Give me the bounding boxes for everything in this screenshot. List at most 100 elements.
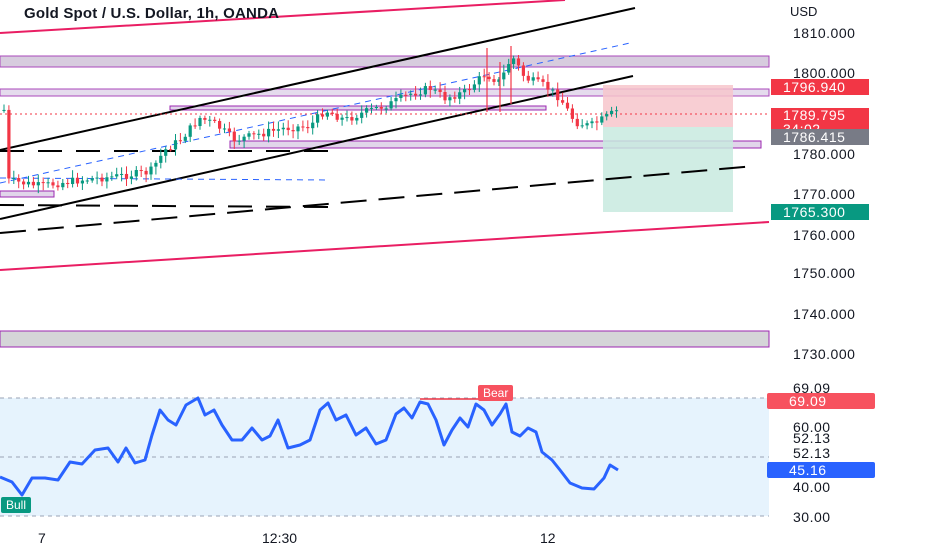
- candle-body: [399, 94, 403, 99]
- candle-body: [335, 113, 339, 120]
- candle-body: [374, 106, 378, 108]
- rsi-upper-tag[interactable]: 69.09: [767, 393, 875, 409]
- price-zones: [0, 55, 770, 348]
- candle-body: [31, 181, 35, 186]
- target-price-tag[interactable]: 1765.300: [771, 204, 869, 220]
- candle-body: [443, 92, 447, 101]
- candle-body: [291, 130, 295, 132]
- candle-body: [164, 149, 168, 156]
- price-label: 1750.000: [793, 265, 856, 281]
- candle-body: [80, 180, 84, 184]
- blue-flat-dashed[interactable]: [0, 177, 331, 181]
- candle-body: [134, 170, 138, 177]
- take-profit-area[interactable]: [603, 127, 733, 212]
- candle-body: [71, 177, 75, 185]
- candle-body: [173, 140, 178, 150]
- candle-body: [610, 110, 614, 115]
- candle-body: [394, 98, 398, 102]
- rsi-scale-label: 52.13: [793, 430, 831, 446]
- blue-mid-dashed[interactable]: [0, 42, 631, 184]
- candle-body: [144, 170, 148, 175]
- black-dashed-lower[interactable]: [0, 204, 331, 208]
- candle-body: [433, 89, 437, 91]
- candle-body: [384, 108, 388, 110]
- chart-title: Gold Spot / U.S. Dollar, 1h, OANDA: [24, 5, 280, 22]
- candle-body: [51, 182, 55, 186]
- candle-body: [149, 166, 153, 175]
- stop-price-tag[interactable]: 1796.940: [771, 79, 869, 95]
- candle-body: [281, 127, 285, 130]
- candle-body: [22, 181, 26, 185]
- support-zone-left[interactable]: [0, 190, 55, 198]
- black-channel-bottom[interactable]: [0, 75, 634, 220]
- candle-body: [551, 89, 555, 91]
- stop-loss-area[interactable]: [603, 85, 733, 127]
- red-channel-bottom[interactable]: [0, 221, 770, 271]
- entry-price-tag[interactable]: 1786.415: [771, 129, 869, 145]
- candle-body: [360, 112, 364, 118]
- candle-body: [85, 180, 89, 182]
- rsi-line[interactable]: [0, 396, 619, 497]
- candle-body: [467, 89, 472, 91]
- demand-zone-bottom[interactable]: [0, 330, 770, 348]
- support-zone-small[interactable]: [169, 105, 547, 111]
- price-label: 1730.000: [793, 346, 856, 362]
- candle-body: [154, 162, 158, 167]
- candle-body: [463, 89, 467, 93]
- candle-body: [41, 182, 45, 184]
- candle-body: [531, 77, 535, 81]
- bear-divergence-label[interactable]: Bear: [478, 385, 514, 401]
- red-channel-top[interactable]: [0, 0, 566, 34]
- black-dashed-trend[interactable]: [0, 165, 756, 234]
- candle-body: [56, 185, 60, 188]
- bull-divergence-label[interactable]: Bull: [1, 497, 32, 513]
- rsi-scale-label: 52.13: [793, 445, 831, 461]
- candle-body: [203, 117, 207, 120]
- candle-body: [252, 133, 256, 135]
- candle-body: [350, 117, 354, 121]
- candle-body: [497, 79, 501, 82]
- candle-body: [12, 178, 16, 180]
- candle-body: [306, 127, 310, 129]
- candle-body: [296, 126, 300, 132]
- candle-body: [428, 86, 432, 90]
- candle-body: [120, 173, 124, 175]
- candle-body: [580, 125, 584, 127]
- resistance-zone-top[interactable]: [0, 55, 770, 68]
- candle-body: [418, 94, 423, 96]
- candle-body: [124, 173, 129, 179]
- candle-body: [614, 110, 619, 112]
- candle-body: [404, 94, 408, 96]
- candle-body: [193, 125, 197, 127]
- candle-body: [316, 114, 320, 123]
- resistance-zone-mid[interactable]: [0, 88, 770, 97]
- candle-body: [502, 72, 506, 80]
- candle-body: [477, 76, 481, 85]
- support-zone-lower[interactable]: [229, 140, 762, 149]
- candle-body: [516, 58, 521, 66]
- candle-body: [600, 116, 604, 123]
- time-label: 12: [540, 530, 556, 546]
- candle-body: [570, 108, 574, 119]
- rsi-current-tag[interactable]: 45.16: [767, 462, 875, 478]
- rsi-scale-label: 69.09: [793, 380, 831, 396]
- candle-body: [325, 112, 329, 117]
- candle-body: [66, 182, 70, 185]
- candle-body: [262, 133, 266, 137]
- candle-body: [36, 182, 40, 186]
- candle-body: [546, 81, 550, 90]
- candle-body: [585, 123, 589, 126]
- candle-body: [472, 84, 476, 90]
- candle-body: [526, 75, 530, 81]
- candle-body: [345, 117, 349, 119]
- candle-body: [311, 122, 315, 129]
- candle-body: [183, 136, 187, 141]
- candle-body: [110, 176, 114, 178]
- candle-body: [595, 121, 599, 123]
- candle-body: [423, 86, 427, 95]
- candle-body: [267, 128, 271, 137]
- black-channel-top[interactable]: [0, 7, 636, 151]
- candle-body: [26, 181, 31, 185]
